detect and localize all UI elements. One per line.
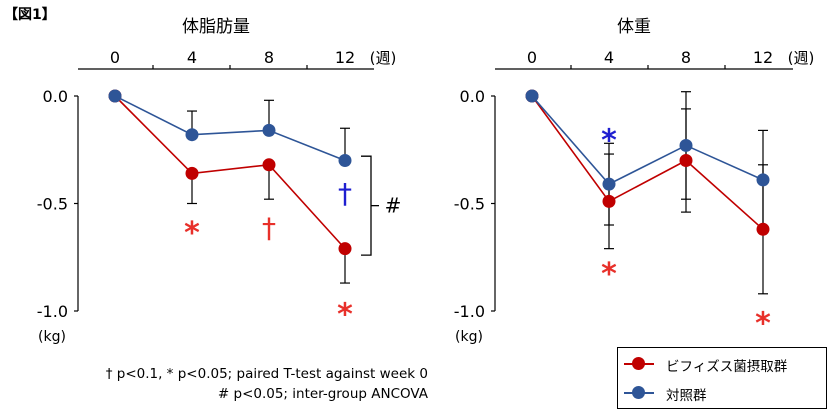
footnote-ancova: # p<0.05; inter-group ANCOVA: [217, 386, 428, 402]
y-unit-label: (kg): [38, 329, 66, 345]
legend-label-control: 対照群: [666, 388, 707, 404]
y-tick-label: -1.0: [454, 302, 485, 321]
group-bracket: [361, 155, 372, 256]
data-point-probiotic: [679, 154, 693, 167]
data-point-probiotic: [602, 194, 616, 208]
data-point-control: [108, 89, 122, 103]
data-point-probiotic: [338, 242, 352, 256]
x-tick-label: 8: [681, 48, 691, 67]
significance-mark: *: [337, 298, 353, 333]
legend-marker-probiotic: [632, 357, 645, 370]
series-line-control: [531, 95, 764, 186]
significance-mark: †: [338, 177, 352, 210]
data-point-control: [679, 138, 693, 152]
data-point-control: [525, 89, 539, 103]
x-tick-label: 4: [604, 48, 614, 67]
figure-label: 【図1】: [4, 7, 56, 23]
y-tick-label: 0.0: [460, 87, 485, 106]
significance-mark: *: [601, 124, 617, 159]
chart-title: 体重: [617, 17, 651, 37]
group-significance-mark: #: [385, 194, 402, 218]
x-tick-label: 8: [264, 48, 274, 67]
y-tick-label: -0.5: [454, 195, 485, 214]
data-point-probiotic: [185, 166, 199, 180]
significance-mark: *: [755, 306, 771, 341]
data-point-control: [602, 177, 616, 191]
x-tick-label: 12: [335, 48, 355, 67]
legend-marker-control: [632, 386, 645, 399]
x-tick-label: 4: [187, 48, 197, 67]
y-tick-label: -1.0: [37, 302, 68, 321]
significance-mark: †: [262, 211, 276, 244]
data-point-probiotic: [756, 222, 770, 236]
data-point-control: [262, 123, 276, 137]
footnote-significance: † p<0.1, * p<0.05; paired T-test against…: [105, 366, 428, 382]
x-unit-label: (週): [788, 49, 815, 67]
x-tick-label: 0: [527, 48, 537, 67]
x-unit-label: (週): [370, 49, 397, 67]
data-point-probiotic: [262, 158, 276, 172]
y-tick-label: -0.5: [37, 195, 68, 214]
series-line-control: [114, 95, 346, 162]
legend: ビフィズス菌摂取群 対照群: [617, 347, 827, 409]
y-unit-label: (kg): [455, 329, 483, 345]
legend-label-probiotic: ビフィズス菌摂取群: [666, 359, 788, 375]
significance-mark: *: [184, 216, 200, 251]
data-point-control: [338, 154, 352, 167]
data-point-control: [756, 173, 770, 187]
y-tick-label: 0.0: [43, 87, 68, 106]
chart-title: 体脂肪量: [182, 17, 250, 37]
x-tick-label: 0: [110, 48, 120, 67]
series-line-probiotic: [531, 95, 764, 230]
x-tick-label: 12: [753, 48, 773, 67]
series-line-probiotic: [114, 95, 346, 250]
significance-mark: *: [601, 257, 617, 292]
data-point-control: [185, 128, 199, 142]
